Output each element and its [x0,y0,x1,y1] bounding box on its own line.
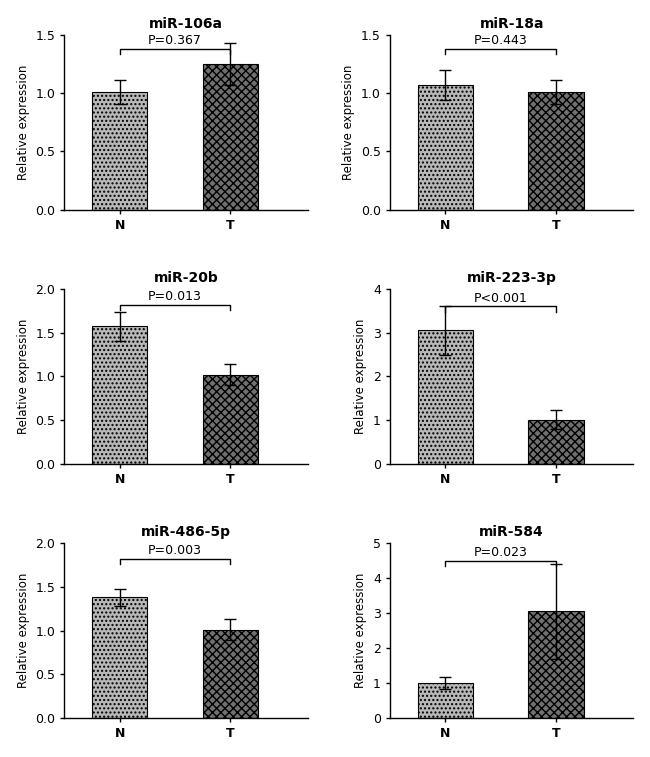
Text: P=0.013: P=0.013 [148,290,202,303]
Bar [92,597,147,718]
Title: miR-18a: miR-18a [480,17,544,31]
Y-axis label: Relative expression: Relative expression [17,319,30,435]
Text: P=0.023: P=0.023 [474,546,528,559]
Title: miR-584: miR-584 [479,525,544,539]
Text: P<0.001: P<0.001 [474,291,528,304]
Y-axis label: Relative expression: Relative expression [354,319,367,435]
Bar [92,92,147,210]
Bar [528,92,584,210]
Y-axis label: Relative expression: Relative expression [17,573,30,688]
Title: miR-106a: miR-106a [149,17,223,31]
Y-axis label: Relative expression: Relative expression [354,573,367,688]
Bar [417,331,473,464]
Bar [417,683,473,718]
Text: P=0.443: P=0.443 [474,34,527,47]
Title: miR-486-5p: miR-486-5p [141,525,231,539]
Bar [203,375,258,464]
Bar [203,64,258,210]
Text: P=0.367: P=0.367 [148,34,202,47]
Y-axis label: Relative expression: Relative expression [343,64,356,180]
Bar [203,630,258,718]
Bar [92,326,147,464]
Text: P=0.003: P=0.003 [148,544,202,557]
Title: miR-223-3p: miR-223-3p [467,271,556,285]
Title: miR-20b: miR-20b [153,271,218,285]
Bar [417,85,473,210]
Bar [528,612,584,718]
Bar [528,420,584,464]
Y-axis label: Relative expression: Relative expression [17,64,30,180]
